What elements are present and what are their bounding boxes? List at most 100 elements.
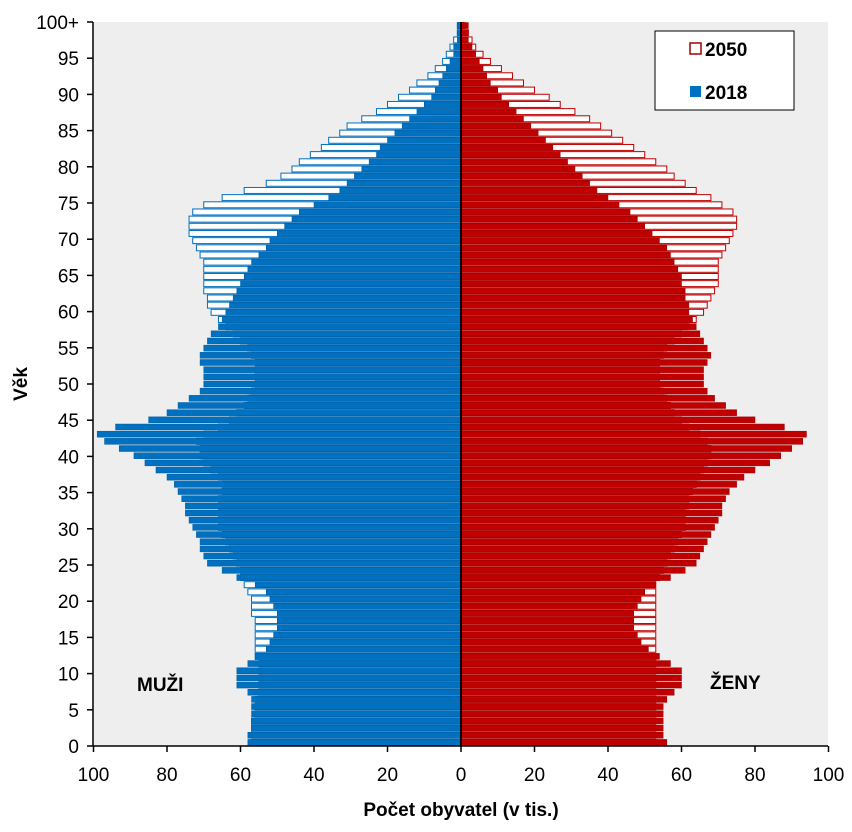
bar-2018-women-age-61 [460, 301, 690, 309]
x-tick-label: 100 [78, 765, 110, 786]
bar-2018-women-age-4 [460, 710, 664, 717]
bar-2018-women-age-72 [460, 223, 645, 230]
bar-2018-men-age-0 [247, 739, 462, 746]
bar-2018-men-age-81 [368, 158, 462, 166]
bar-2018-women-age-2 [460, 724, 664, 732]
bar-2018-women-age-35 [460, 488, 730, 495]
bar-2018-men-age-67 [251, 258, 462, 266]
bar-2018-women-age-88 [460, 108, 517, 115]
bar-2018-women-age-31 [460, 516, 719, 524]
bar-2018-women-age-7 [460, 689, 675, 696]
bar-2018-men-age-63 [236, 287, 462, 295]
bar-2018-women-age-8 [460, 681, 682, 689]
bar-2018-men-age-86 [401, 122, 462, 130]
legend-label-2018: 2018 [705, 83, 747, 104]
bar-2018-men-age-47 [177, 402, 462, 409]
bar-2018-women-age-34 [460, 495, 726, 502]
bar-2018-women-age-19 [460, 602, 638, 610]
bar-2018-women-age-12 [460, 653, 660, 660]
bar-2018-women-age-20 [460, 595, 642, 603]
bar-2018-men-age-49 [199, 387, 462, 395]
bar-2018-men-age-71 [277, 230, 462, 237]
x-tick-label: 20 [524, 765, 545, 786]
bar-2018-men-age-82 [376, 151, 462, 158]
x-tick-label: 100 [813, 765, 845, 786]
bar-2018-women-age-86 [460, 122, 532, 130]
bar-2018-men-age-12 [254, 653, 462, 660]
x-axis-title: Počet obyvatel (v tis.) [363, 800, 558, 821]
bar-2018-women-age-84 [460, 137, 546, 144]
bar-2018-men-age-72 [284, 223, 462, 230]
bar-2018-men-age-14 [269, 638, 462, 646]
bar-2018-men-age-90 [431, 94, 462, 101]
bar-2018-women-age-52 [460, 366, 704, 373]
bar-2018-women-age-100 [460, 22, 469, 29]
bar-2018-men-age-60 [225, 309, 462, 316]
y-tick-label: 90 [58, 85, 79, 106]
bar-2018-men-age-78 [346, 180, 462, 187]
x-tick-label: 20 [377, 765, 398, 786]
bar-2018-women-age-53 [460, 359, 708, 366]
bar-2018-men-age-92 [438, 79, 462, 87]
bar-2018-women-age-48 [460, 395, 715, 402]
bar-2018-women-age-1 [460, 732, 664, 739]
y-tick-label: 85 [58, 122, 79, 143]
bar-2018-women-age-21 [460, 588, 645, 596]
bar-2018-men-age-74 [299, 208, 462, 216]
bar-2018-women-age-9 [460, 674, 682, 682]
legend-label-2050: 2050 [705, 40, 747, 61]
bar-2018-men-age-51 [203, 373, 462, 381]
y-tick-label: 60 [58, 303, 79, 324]
bar-2018-women-age-40 [460, 452, 781, 459]
bar-2018-men-age-25 [207, 559, 462, 567]
bar-2018-women-age-47 [460, 402, 726, 409]
bar-2018-men-age-96 [453, 51, 462, 58]
bar-2018-men-age-58 [218, 323, 462, 330]
y-ticks-group: 0 5 10 15 20 25 30 35 40 45 50 55 60 65 70 75 80 85 90 95 10… [36, 13, 93, 758]
bar-2018-women-age-3 [460, 717, 664, 725]
bar-2018-women-age-90 [460, 94, 502, 101]
bar-2018-men-age-50 [203, 380, 462, 388]
bar-2018-men-age-17 [277, 617, 462, 624]
bar-2018-men-age-36 [174, 481, 462, 488]
bar-2018-women-age-22 [460, 581, 657, 588]
bar-2018-men-age-48 [188, 395, 462, 402]
bar-2018-men-age-29 [196, 531, 462, 538]
bar-2018-women-age-46 [460, 409, 737, 416]
y-tick-label: 15 [58, 628, 79, 649]
y-tick-label: 45 [58, 411, 79, 432]
bar-2018-men-age-28 [199, 538, 462, 545]
bar-2018-men-age-69 [265, 244, 462, 252]
bar-2018-men-age-68 [258, 251, 462, 259]
bar-2018-men-age-2 [251, 724, 462, 732]
x-tick-label: 60 [230, 765, 251, 786]
bar-2018-men-age-94 [446, 65, 462, 72]
bar-2018-women-age-79 [460, 172, 583, 180]
bar-2018-men-age-16 [277, 624, 462, 631]
bar-2018-women-age-6 [460, 696, 668, 703]
bar-2018-men-age-42 [104, 438, 462, 445]
bar-2018-men-age-15 [273, 631, 462, 639]
bar-2018-women-age-27 [460, 545, 704, 553]
bar-2018-women-age-41 [460, 445, 792, 452]
bar-2018-men-age-62 [232, 294, 462, 302]
bar-2018-men-age-55 [203, 344, 462, 352]
bar-2018-men-age-9 [236, 674, 462, 682]
bar-2018-women-age-38 [460, 466, 756, 474]
bar-2018-men-age-10 [236, 667, 462, 674]
bar-2018-women-age-18 [460, 610, 634, 617]
bar-2018-men-age-3 [251, 717, 462, 725]
y-tick-label: 65 [58, 266, 79, 287]
bar-2018-men-age-41 [118, 445, 462, 452]
bar-2018-men-age-34 [181, 495, 462, 502]
bar-2018-women-age-10 [460, 667, 682, 674]
bar-2018-men-age-31 [188, 516, 462, 524]
bar-2018-men-age-73 [291, 215, 462, 223]
bar-2018-women-age-29 [460, 531, 712, 538]
bar-2018-women-age-66 [460, 266, 679, 273]
bar-2018-women-age-23 [460, 574, 671, 581]
bar-2018-women-age-99 [460, 29, 469, 36]
bar-2018-men-age-40 [133, 452, 462, 459]
bar-2018-men-age-80 [361, 165, 462, 173]
